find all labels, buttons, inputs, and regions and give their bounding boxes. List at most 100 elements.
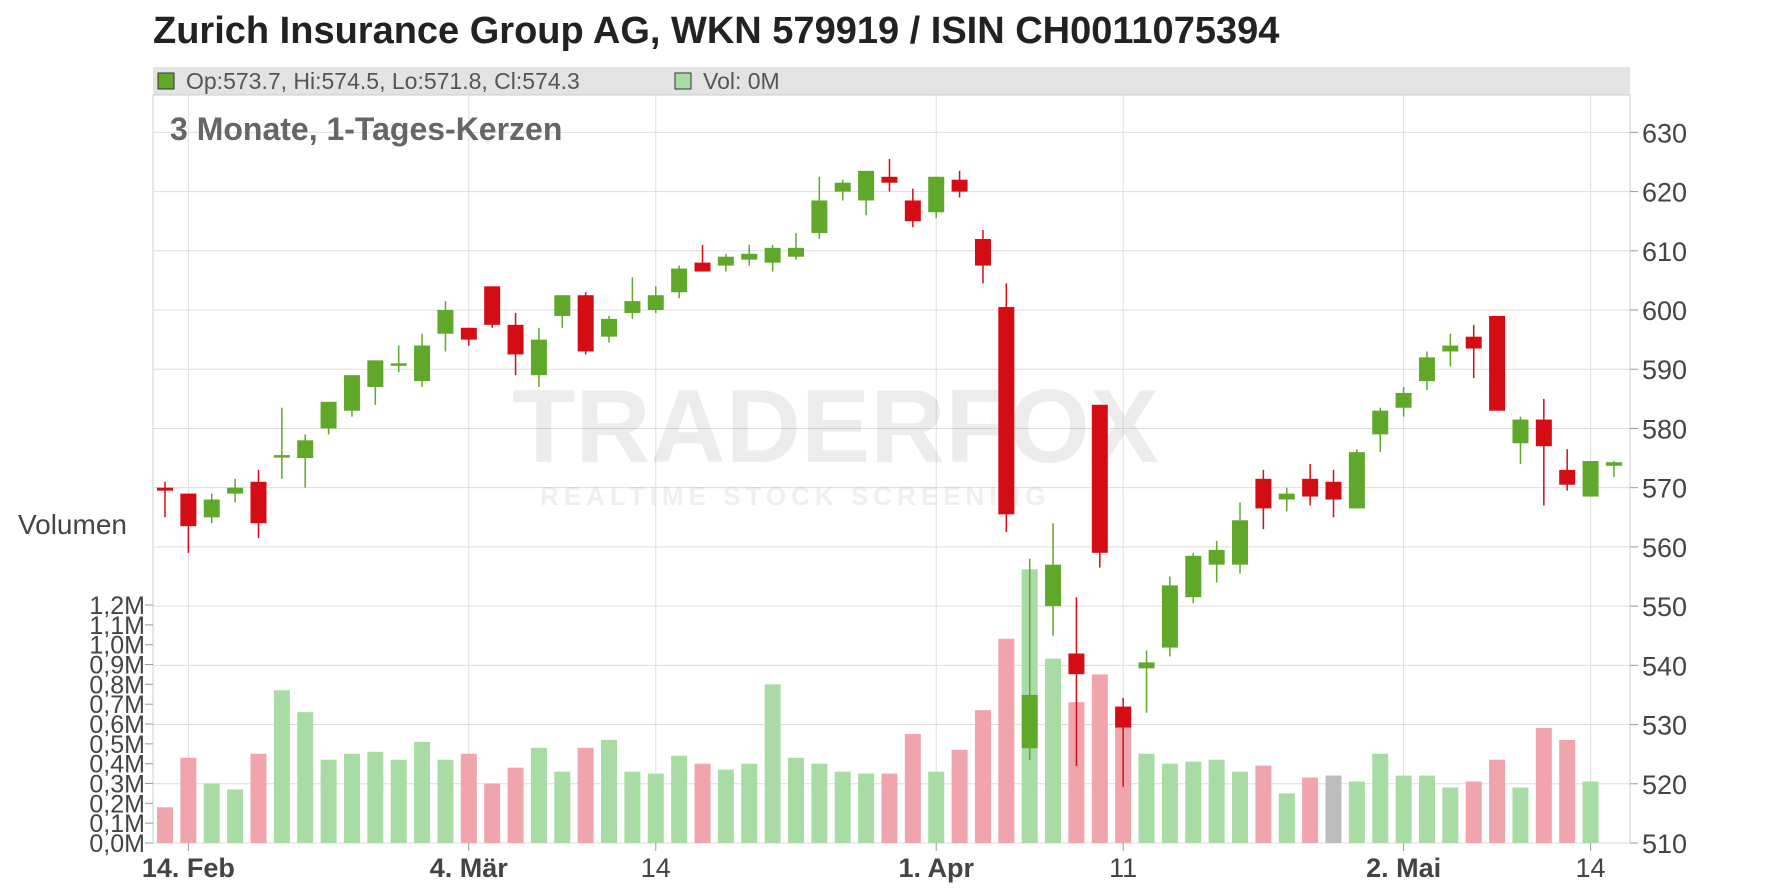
volume-bar xyxy=(858,773,875,843)
candle-body xyxy=(928,176,945,213)
candle-body xyxy=(1302,478,1319,497)
candle-body xyxy=(320,401,337,429)
candle-body xyxy=(250,481,267,524)
volume-bar xyxy=(227,789,244,843)
watermark-tagline: REALTIME STOCK SCREENING xyxy=(540,481,1051,511)
volume-bars xyxy=(157,569,1599,843)
volume-bar xyxy=(180,757,197,843)
candle-body xyxy=(554,295,571,316)
candle-body xyxy=(1185,555,1202,598)
volume-bar xyxy=(273,690,290,843)
candle-body xyxy=(273,455,290,458)
candle-body xyxy=(1559,469,1576,485)
volume-bar xyxy=(1255,765,1272,843)
grid-lines xyxy=(153,95,1630,844)
candle-body xyxy=(390,363,407,366)
legend-volume-swatch xyxy=(674,72,692,90)
volume-bar xyxy=(390,759,407,843)
volume-bar xyxy=(1372,753,1389,843)
candle-body xyxy=(1372,410,1389,435)
date-tick-label: 4. Mär xyxy=(430,853,509,883)
volume-bar xyxy=(250,753,267,843)
volume-bar xyxy=(1045,658,1062,843)
volume-bar xyxy=(764,684,781,843)
volume-bar xyxy=(1465,781,1482,843)
candle-body xyxy=(764,247,781,263)
candle-body xyxy=(647,295,664,311)
candle-body xyxy=(601,318,618,337)
volume-tick-label: 1,0M xyxy=(89,632,145,660)
volume-bar xyxy=(1302,777,1319,843)
volume-bar xyxy=(787,757,804,843)
candle-body xyxy=(694,262,711,272)
volume-bar xyxy=(671,755,688,843)
volume-bar xyxy=(1442,787,1459,843)
candle-body xyxy=(904,200,921,222)
candle-body xyxy=(227,487,244,494)
candle-body xyxy=(811,200,828,234)
candle-body xyxy=(858,170,875,201)
chart-title: Zurich Insurance Group AG, WKN 579919 / … xyxy=(153,10,1280,52)
candle-body xyxy=(1442,345,1459,352)
price-tick-label: 580 xyxy=(1642,414,1687,444)
volume-bar xyxy=(367,751,384,843)
candle-body xyxy=(180,493,197,527)
date-tick-label: 2. Mai xyxy=(1366,853,1441,883)
volume-bar xyxy=(998,638,1015,843)
volume-bar xyxy=(1278,793,1295,843)
volume-bar xyxy=(577,747,594,843)
volume-bar xyxy=(507,767,524,843)
candle-body xyxy=(1325,481,1342,500)
candle-body xyxy=(1465,336,1482,349)
candle-body xyxy=(414,345,431,382)
volume-bar xyxy=(530,747,547,843)
volume-bar xyxy=(484,783,501,843)
volume-bar xyxy=(1395,775,1412,843)
volume-bar xyxy=(1161,763,1178,843)
date-tick-label: 14. Feb xyxy=(142,853,235,883)
volume-bar xyxy=(1512,787,1529,843)
volume-bar xyxy=(297,712,314,843)
volume-tick-label: 0,0M xyxy=(89,830,145,858)
price-axis: 510 520 530 540 550 560 570 580 590 600 610 620 630 xyxy=(1630,118,1687,859)
legend-volume-text: Vol: 0M xyxy=(703,68,780,94)
candle-body xyxy=(1232,520,1249,565)
volume-bar xyxy=(1325,775,1342,843)
volume-bar xyxy=(1208,759,1225,843)
volume-bar xyxy=(1185,761,1202,843)
volume-bar xyxy=(834,771,851,843)
legend-ohlc-text: Op:573.7, Hi:574.5, Lo:571.8, Cl:574.3 xyxy=(186,68,580,94)
chart-subtitle: 3 Monate, 1-Tages-Kerzen xyxy=(170,111,562,147)
volume-bar xyxy=(904,733,921,843)
candle-body xyxy=(530,339,547,376)
price-tick-label: 620 xyxy=(1642,178,1687,208)
candle-body xyxy=(1512,419,1529,444)
price-tick-label: 570 xyxy=(1642,474,1687,504)
date-tick-label: 14 xyxy=(641,853,671,883)
volume-bar xyxy=(1582,781,1599,843)
candle-body xyxy=(1605,462,1622,466)
candle-body xyxy=(1091,404,1108,553)
volume-bar xyxy=(928,771,945,843)
candle-body xyxy=(297,440,314,459)
volume-bar xyxy=(1138,753,1155,843)
candle-body xyxy=(1021,694,1038,749)
legend-ohlc-swatch xyxy=(157,72,175,90)
candle-body xyxy=(1161,585,1178,648)
candle-body xyxy=(367,360,384,388)
volume-axis-label: Volumen xyxy=(18,509,127,540)
candle-body xyxy=(1115,706,1132,728)
price-tick-label: 510 xyxy=(1642,829,1687,859)
volume-bar xyxy=(1091,674,1108,843)
price-tick-label: 600 xyxy=(1642,296,1687,326)
volume-bar xyxy=(1232,771,1249,843)
price-tick-label: 550 xyxy=(1642,592,1687,622)
watermark-brand: TRADERFOX xyxy=(512,369,1159,485)
candle-body xyxy=(1535,419,1552,447)
volume-tick-label: 0,6M xyxy=(89,711,145,739)
price-tick-label: 520 xyxy=(1642,770,1687,800)
volume-bar xyxy=(624,771,641,843)
date-tick-label: 14 xyxy=(1576,853,1606,883)
volume-tick-label: 0,9M xyxy=(89,652,145,680)
